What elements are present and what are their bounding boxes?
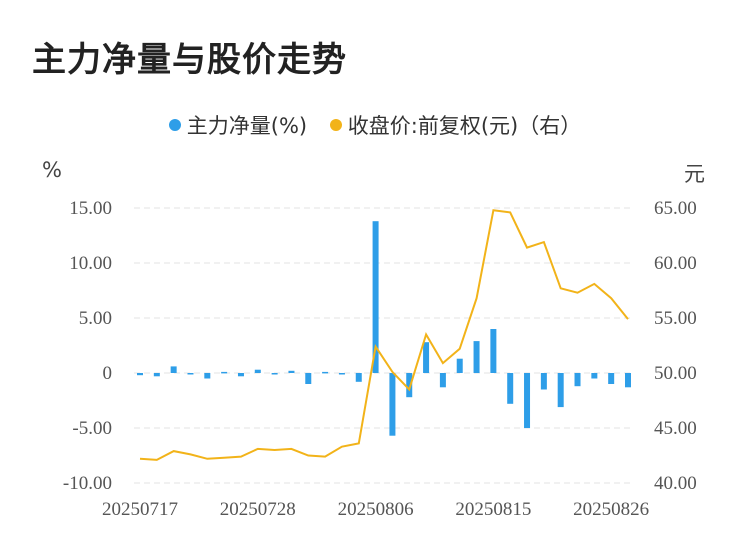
net-bar[interactable] xyxy=(305,373,312,384)
net-bar[interactable] xyxy=(439,373,446,388)
x-tick-label: 20250826 xyxy=(573,499,649,520)
net-bar[interactable] xyxy=(540,373,547,390)
net-bar[interactable] xyxy=(288,370,295,373)
left-tick-label: 10.00 xyxy=(69,253,112,274)
net-bar[interactable] xyxy=(372,221,379,373)
net-bar[interactable] xyxy=(456,358,463,373)
right-axis-unit: 元 xyxy=(684,162,705,186)
net-bar[interactable] xyxy=(271,373,278,375)
net-bar[interactable] xyxy=(473,341,480,373)
net-bar[interactable] xyxy=(406,373,413,398)
net-bar[interactable] xyxy=(137,373,143,376)
net-bar[interactable] xyxy=(423,342,430,373)
net-bar[interactable] xyxy=(355,373,362,382)
net-bar[interactable] xyxy=(254,369,261,373)
right-tick-label: 50.00 xyxy=(654,363,697,384)
right-tick-label: 65.00 xyxy=(654,198,697,219)
net-bar[interactable] xyxy=(389,373,396,436)
net-bar[interactable] xyxy=(524,373,531,428)
left-axis-unit: % xyxy=(42,158,62,182)
net-bar[interactable] xyxy=(237,373,244,377)
left-tick-label: 5.00 xyxy=(79,308,112,329)
right-tick-label: 60.00 xyxy=(654,253,697,274)
left-tick-label: 0 xyxy=(103,363,113,384)
legend-dot-price xyxy=(329,119,342,131)
net-bar[interactable] xyxy=(322,371,329,374)
chart-title: 主力净量与股价走势 xyxy=(32,40,347,80)
right-tick-label: 40.00 xyxy=(654,473,697,494)
left-tick-label: 15.00 xyxy=(69,198,112,219)
x-tick-label: 20250728 xyxy=(220,499,296,520)
legend-label-net: 主力净量(%) xyxy=(186,114,308,138)
net-bar[interactable] xyxy=(608,373,615,384)
left-tick-label: -5.00 xyxy=(72,418,112,439)
right-tick-label: 55.00 xyxy=(654,308,697,329)
net-bar[interactable] xyxy=(574,373,581,387)
net-bar[interactable] xyxy=(490,329,497,373)
legend: 主力净量(%) 收盘价:前复权(元)（右） xyxy=(0,110,750,140)
legend-item-price[interactable]: 收盘价:前复权(元)（右） xyxy=(329,110,582,140)
net-bar[interactable] xyxy=(187,373,194,375)
legend-label-price: 收盘价:前复权(元)（右） xyxy=(347,114,582,138)
grid-lines xyxy=(134,207,634,484)
x-axis: 20250717 20250728 20250806 20250815 20250826 xyxy=(102,499,649,520)
net-bar[interactable] xyxy=(153,373,160,377)
legend-item-net[interactable]: 主力净量(%) xyxy=(168,110,308,140)
x-tick-label: 20250806 xyxy=(338,499,414,520)
bar-series xyxy=(137,221,631,436)
net-bar[interactable] xyxy=(338,373,345,375)
net-bar[interactable] xyxy=(507,373,514,404)
price-line xyxy=(139,209,629,461)
net-bar[interactable] xyxy=(170,366,177,373)
net-bar[interactable] xyxy=(591,373,598,379)
left-tick-label: -10.00 xyxy=(63,473,112,494)
right-tick-label: 45.00 xyxy=(654,418,697,439)
left-axis: 15.00 10.00 5.00 0 -5.00 -10.00 xyxy=(63,198,112,494)
x-tick-label: 20250717 xyxy=(102,499,178,520)
net-bar[interactable] xyxy=(204,373,211,379)
net-bar[interactable] xyxy=(625,373,631,388)
x-tick-label: 20250815 xyxy=(455,499,531,520)
net-bar[interactable] xyxy=(221,371,228,374)
legend-dot-net xyxy=(168,119,181,131)
net-bar[interactable] xyxy=(557,373,564,408)
right-axis: 65.00 60.00 55.00 50.00 45.00 40.00 xyxy=(654,198,697,494)
